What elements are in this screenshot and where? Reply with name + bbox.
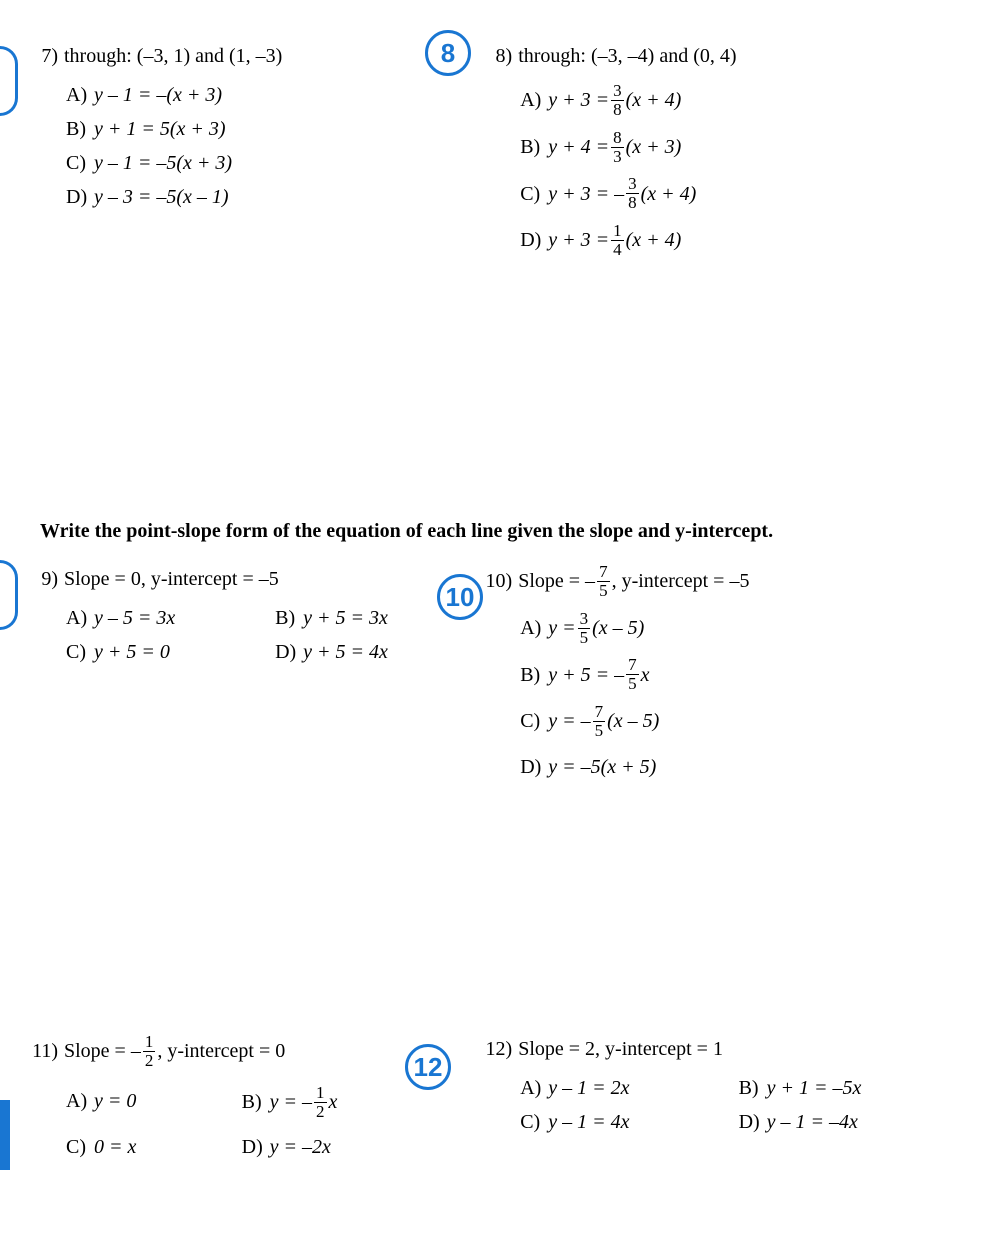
q11-option-a: A)y = 0 — [66, 1084, 242, 1118]
question-12: 12) Slope = 2, y-intercept = 1 A)y – 1 =… — [484, 1033, 957, 1139]
q10-number: 10) — [484, 565, 512, 597]
q12-option-b: B)y + 1 = –5x — [739, 1071, 957, 1105]
question-7: 7) through: (–3, 1) and (1, –3) A)y – 1 … — [30, 40, 484, 214]
q8-option-c: C)y + 3 = – 38(x + 4) — [520, 175, 957, 212]
q10-option-d: D)y = –5(x + 5) — [520, 750, 957, 784]
q7-option-b: B)y + 1 = 5(x + 3) — [66, 112, 484, 146]
arc-q7 — [0, 46, 18, 116]
q9-option-d: D)y + 5 = 4x — [275, 635, 484, 669]
arc-q9 — [0, 560, 18, 630]
q7-prompt: through: (–3, 1) and (1, –3) — [64, 40, 282, 72]
q10-option-b: B)y + 5 = – 75x — [520, 656, 957, 693]
q7-number: 7) — [30, 40, 58, 72]
q11-option-c: C)0 = x — [66, 1130, 242, 1164]
q8-option-b: B)y + 4 = 83(x + 3) — [520, 129, 957, 166]
q12-number: 12) — [484, 1033, 512, 1065]
marker-10: 10 — [437, 574, 483, 620]
marker-12: 12 — [405, 1044, 451, 1090]
q9-option-a: A)y – 5 = 3x — [66, 601, 275, 635]
q8-prompt: through: (–3, –4) and (0, 4) — [518, 40, 736, 72]
q11-option-b: B)y = – 12x — [242, 1084, 451, 1121]
q12-option-a: A)y – 1 = 2x — [520, 1071, 738, 1105]
q8-number: 8) — [484, 40, 512, 72]
q7-option-a: A)y – 1 = –(x + 3) — [66, 78, 484, 112]
q12-option-d: D)y – 1 = –4x — [739, 1105, 957, 1139]
q9-option-c: C)y + 5 = 0 — [66, 635, 275, 669]
q7-option-d: D)y – 3 = –5(x – 1) — [66, 180, 484, 214]
question-10: 10) Slope = – 75 , y-intercept = –5 A)y … — [484, 563, 957, 784]
q10-prompt: Slope = – 75 , y-intercept = –5 — [518, 563, 749, 600]
question-9: 9) Slope = 0, y-intercept = –5 A)y – 5 =… — [30, 563, 484, 669]
q10-option-c: C)y = – 75(x – 5) — [520, 703, 957, 740]
bar-q11 — [0, 1100, 10, 1170]
marker-8: 8 — [425, 30, 471, 76]
q9-number: 9) — [30, 563, 58, 595]
q9-prompt: Slope = 0, y-intercept = –5 — [64, 563, 279, 595]
q12-prompt: Slope = 2, y-intercept = 1 — [518, 1033, 723, 1065]
q11-prompt: Slope = – 12 , y-intercept = 0 — [64, 1033, 285, 1070]
q11-number: 11) — [30, 1035, 58, 1067]
q8-option-d: D)y + 3 = 14(x + 4) — [520, 222, 957, 259]
section-heading: Write the point-slope form of the equati… — [30, 520, 957, 543]
q8-option-a: A)y + 3 = 38(x + 4) — [520, 82, 957, 119]
question-8: 8) through: (–3, –4) and (0, 4) A)y + 3 … — [484, 40, 957, 259]
q7-option-c: C)y – 1 = –5(x + 3) — [66, 146, 484, 180]
q12-option-c: C)y – 1 = 4x — [520, 1105, 738, 1139]
q11-option-d: D)y = –2x — [242, 1130, 451, 1164]
q10-option-a: A)y = 35(x – 5) — [520, 610, 957, 647]
